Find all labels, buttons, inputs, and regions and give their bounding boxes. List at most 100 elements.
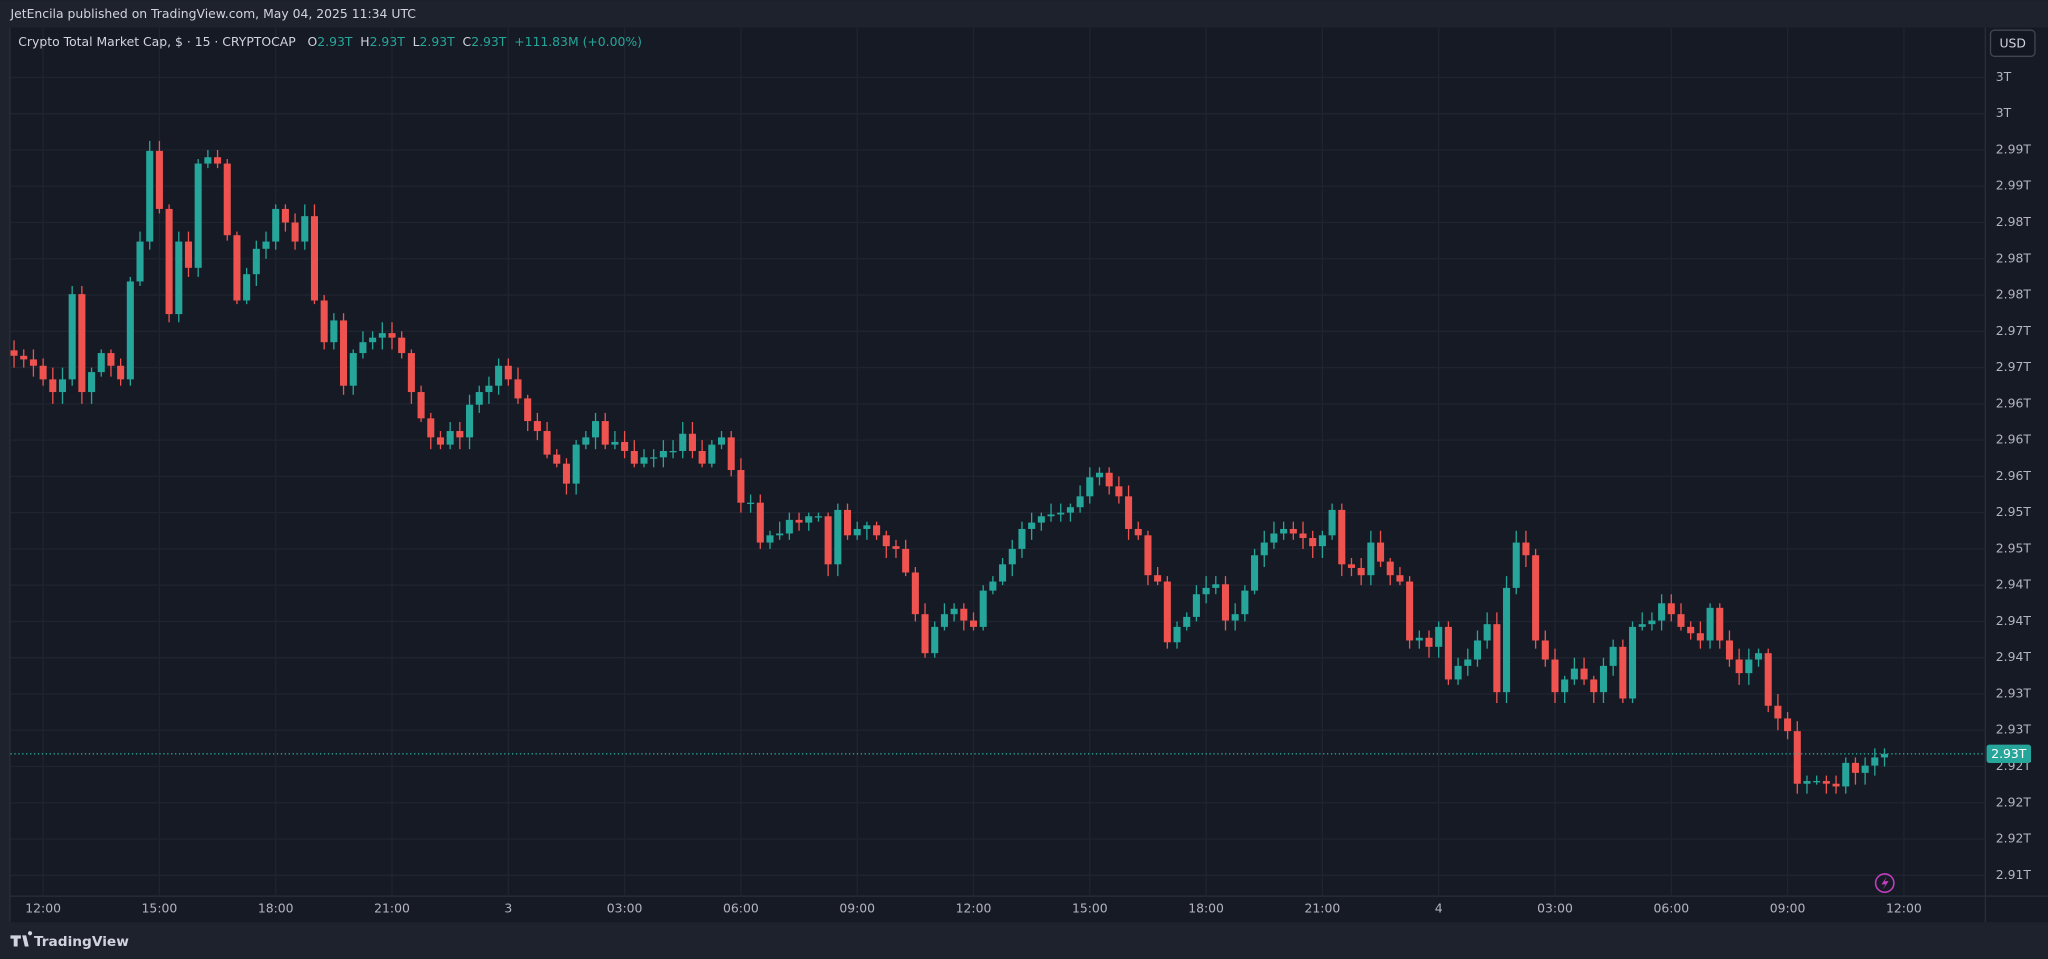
legend: Crypto Total Market Cap, $ · 15 · CRYPTO… [18, 33, 642, 48]
y-tick-label: 2.94T [1996, 577, 2032, 592]
candle-body [223, 163, 231, 236]
legend-value: 2.93T [471, 33, 507, 48]
candle-body [68, 294, 76, 380]
candle-body [1754, 653, 1763, 660]
x-tick-label: 06:00 [723, 901, 759, 916]
x-tick-label: 3 [504, 901, 512, 916]
candle-body [1318, 535, 1326, 547]
candle-body [320, 300, 328, 343]
candle-body [184, 241, 193, 268]
candle-body [214, 157, 222, 164]
candle-body [1183, 616, 1191, 627]
candle-body [155, 150, 163, 209]
candle-body [1251, 555, 1259, 591]
candle-body [795, 519, 803, 523]
candle-body [1299, 533, 1307, 539]
x-tick-label: 09:00 [839, 901, 875, 916]
legend-change: +111.83M (+0.00%) [514, 33, 642, 48]
candle-body [407, 353, 415, 393]
y-tick-label: 2.91T [1996, 867, 2032, 882]
time-axis [10, 896, 2048, 923]
candle-body [1202, 587, 1210, 595]
candle-body [1638, 624, 1646, 627]
x-tick-label: 4 [1435, 901, 1443, 916]
candle-body [107, 353, 115, 366]
candle-body [1095, 472, 1104, 478]
candle-body [436, 437, 444, 445]
x-tick-label: 15:00 [142, 901, 178, 916]
candle-body [1309, 538, 1317, 547]
candle-body [330, 320, 338, 343]
candle-body [485, 385, 493, 393]
candle-body [446, 431, 454, 445]
candle-body [1028, 522, 1036, 529]
candle-body [1192, 594, 1200, 617]
candle-body [1813, 781, 1821, 783]
candle-body [1386, 561, 1394, 576]
candle-body [688, 433, 696, 451]
y-tick-label: 2.95T [1996, 540, 2032, 555]
candle-body [88, 372, 96, 393]
x-tick-label: 12:00 [25, 901, 61, 916]
legend-key: L [413, 33, 420, 48]
x-tick-label: 18:00 [258, 901, 294, 916]
candle-body [78, 294, 86, 393]
candle-body [1396, 575, 1404, 582]
candle-body [165, 208, 173, 315]
candle-body [659, 450, 667, 458]
candle-body [1803, 781, 1811, 784]
candle-body [1687, 626, 1695, 634]
currency-button[interactable] [1989, 29, 2036, 57]
currency-label[interactable]: USD [1999, 35, 2025, 50]
y-tick-label: 2.92T [1996, 831, 2032, 846]
candle-body [911, 572, 919, 615]
candle-body [553, 454, 561, 464]
candle-body [146, 150, 154, 242]
candle-body [640, 457, 648, 464]
y-tick-label: 3T [1996, 69, 2012, 84]
candle-body [1144, 535, 1152, 576]
candle-body [204, 157, 212, 164]
y-tick-label: 2.94T [1996, 613, 2032, 628]
x-tick-label: 09:00 [1770, 901, 1806, 916]
x-tick-label: 21:00 [374, 901, 410, 916]
plot-area [10, 27, 1986, 897]
candle-body [776, 533, 784, 536]
candle-body [1338, 509, 1346, 565]
y-tick-label: 2.97T [1996, 359, 2032, 374]
candle-body [1289, 528, 1297, 534]
candle-body [989, 581, 997, 591]
alert-icon[interactable] [1874, 873, 1895, 894]
candle-body [1212, 584, 1220, 588]
candle-body [921, 614, 929, 654]
candle-body [533, 421, 541, 432]
candle-body [1551, 659, 1559, 693]
candle-body [1066, 507, 1074, 513]
candle-body [243, 274, 251, 301]
candle-body [1696, 633, 1704, 641]
candle-body [892, 546, 900, 549]
candle-body [10, 350, 18, 356]
candle-body [1086, 477, 1094, 497]
candle-body [1377, 542, 1385, 562]
candle-body [708, 444, 716, 464]
candle-body [882, 535, 890, 547]
candle-body [369, 337, 377, 343]
candle-body [834, 509, 842, 565]
candle-body [582, 437, 590, 445]
candle-body [1435, 626, 1443, 647]
x-tick-label: 06:00 [1653, 901, 1689, 916]
candle-body [902, 548, 910, 573]
candle-body [417, 392, 425, 419]
candle-body [1706, 607, 1714, 641]
candle-body [1541, 640, 1549, 660]
axes: 3T 3T 2.99T 2.99T 2.98T 2.98T 2.98T 2.97T 2.97T 2… [25, 69, 2031, 916]
candle-body [601, 421, 609, 445]
candle-body [562, 463, 570, 484]
candle-body [1008, 548, 1016, 565]
candle-body [1735, 659, 1743, 674]
candle-body [504, 365, 512, 380]
candle-body [1532, 555, 1540, 641]
candle-body [1648, 620, 1656, 625]
